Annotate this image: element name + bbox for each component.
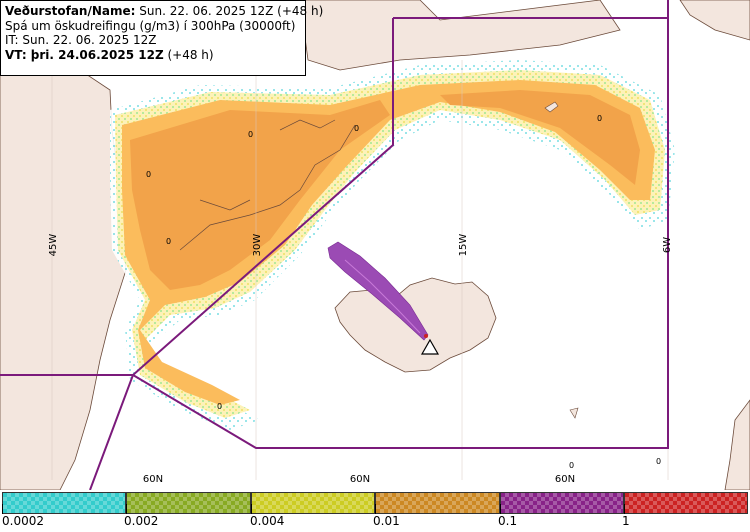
legend-tickmark — [251, 504, 252, 514]
legend-tickmark — [375, 504, 376, 514]
ash-core-east — [440, 90, 640, 185]
forecast-info-box: Veðurstofan/Name: Sun. 22. 06. 2025 12Z … — [0, 0, 323, 76]
legend-tickmark — [624, 504, 625, 514]
ash-dispersion-map: 45W 30W 15W 6W 60N 60N 60N 0 0 0 0 0 0 0… — [0, 0, 750, 490]
lat-label-60n-b: 60N — [350, 474, 370, 485]
svalbard-land — [679, 0, 750, 41]
valid-suffix: (+48 h) — [167, 47, 214, 62]
zero-marker: 0 — [354, 124, 359, 133]
faroe-islands — [569, 407, 579, 419]
zero-marker: 0 — [146, 170, 151, 179]
zero-marker: 0 — [597, 114, 602, 123]
legend-swatch-2 — [126, 492, 251, 514]
valid-time-line: VT: þri. 24.06.2025 12Z (+48 h) — [5, 48, 301, 63]
legend-tick-label: 0.0002 — [2, 514, 44, 528]
legend-tick-label: 1 — [622, 514, 630, 528]
lat-label-60n-c: 60N — [555, 474, 575, 485]
fir-boundary — [0, 0, 669, 490]
lon-label-45w: 45W — [48, 234, 59, 257]
lon-label-30w: 30W — [252, 234, 263, 257]
legend-tick-label: 0.1 — [498, 514, 518, 528]
zero-marker: 0 — [248, 130, 253, 139]
issue-time: IT: Sun. 22. 06. 2025 12Z — [5, 33, 157, 47]
greenland-coast-detail — [179, 119, 356, 251]
zero-marker: 0 — [217, 402, 222, 411]
legend-tickmark — [126, 504, 127, 514]
legend-tickmark — [2, 504, 3, 514]
ash-plume-edge — [344, 259, 421, 334]
lat-label-60n-a: 60N — [143, 474, 163, 485]
legend-swatch-1 — [2, 492, 126, 514]
legend-swatch-5 — [500, 492, 624, 514]
title-line: Veðurstofan/Name: Sun. 22. 06. 2025 12Z … — [5, 4, 323, 19]
zero-marker: 0 — [569, 461, 574, 470]
legend-tick-label: 0.01 — [373, 514, 400, 528]
legend-tickmark — [500, 504, 501, 514]
lon-label-6w: 6W — [662, 237, 673, 253]
title-label: Veðurstofan/Name: — [5, 4, 136, 18]
zero-marker: 0 — [656, 457, 661, 466]
legend-swatch-6 — [624, 492, 748, 514]
valid-label: VT: þri. 24.06.2025 12Z — [5, 47, 164, 62]
ash-core — [130, 100, 390, 290]
legend-tick-label: 0.002 — [124, 514, 159, 528]
volcano-point — [424, 334, 428, 338]
volcano-icon — [420, 338, 440, 355]
norway-coast — [724, 399, 750, 490]
zero-marker: 0 — [166, 237, 171, 246]
title-value: Sun. 22. 06. 2025 12Z (+48 h) — [139, 4, 324, 18]
jan-mayen — [544, 101, 559, 113]
description: Spá um öskudreifingu (g/m3) í 300hPa (30… — [5, 18, 296, 33]
legend-swatch-3 — [251, 492, 375, 514]
legend-swatch-4 — [375, 492, 500, 514]
lon-label-15w: 15W — [458, 234, 469, 257]
legend-tick-label: 0.004 — [250, 514, 285, 528]
greenland-land — [0, 69, 127, 490]
